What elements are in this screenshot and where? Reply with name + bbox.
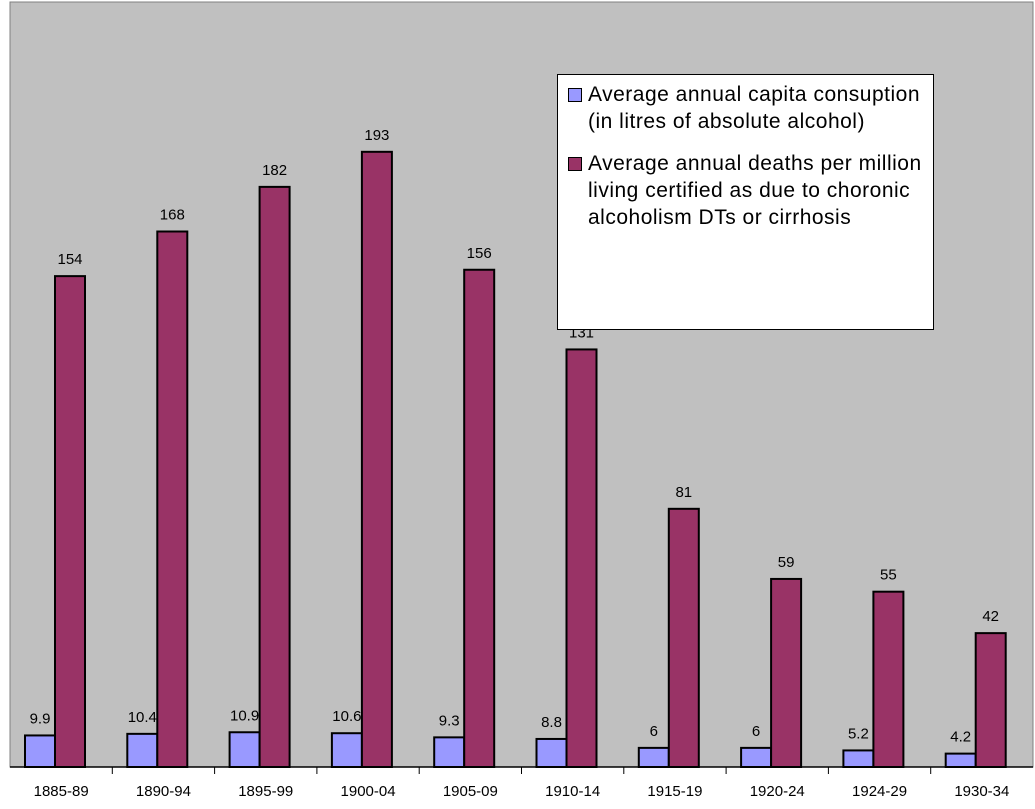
- data-label-consumption: 10.6: [332, 708, 361, 725]
- bar-deaths: [872, 590, 905, 768]
- x-tick-label: 1890-94: [136, 783, 191, 800]
- data-label-deaths: 55: [880, 567, 897, 584]
- data-label-consumption: 9.9: [30, 710, 51, 727]
- legend-swatch-consumption: [568, 88, 582, 102]
- data-label-consumption: 6: [650, 723, 658, 740]
- bar-deaths: [360, 150, 393, 768]
- bar-consumption: [228, 731, 261, 768]
- bar-consumption: [637, 746, 670, 768]
- legend: Average annual capita consuption (in lit…: [557, 74, 934, 330]
- x-tick-label: 1905-09: [443, 783, 498, 800]
- bar-consumption: [330, 732, 363, 769]
- data-label-consumption: 5.2: [848, 725, 869, 742]
- data-label-consumption: 4.2: [950, 729, 971, 746]
- bar-deaths: [54, 275, 86, 768]
- bar-deaths: [974, 632, 1007, 768]
- bar-deaths: [156, 230, 189, 768]
- x-tick-label: 1924-29: [852, 783, 907, 800]
- x-tick-label: 1920-24: [750, 783, 805, 800]
- data-label-consumption: 10.9: [230, 707, 259, 724]
- x-tick-label: 1915-19: [647, 783, 702, 800]
- bar-deaths: [463, 268, 496, 768]
- bar-consumption: [944, 752, 977, 768]
- data-label-consumption: 9.3: [439, 712, 460, 729]
- data-label-consumption: 10.4: [128, 709, 157, 726]
- data-label-deaths: 42: [982, 608, 999, 625]
- data-label-deaths: 182: [262, 162, 287, 179]
- data-label-deaths: 168: [160, 207, 185, 224]
- x-tick-label: 1885-89: [34, 783, 89, 800]
- x-tick-label: 1900-04: [341, 783, 396, 800]
- bar-consumption: [433, 736, 466, 769]
- x-tick-label: 1895-99: [238, 783, 293, 800]
- data-label-consumption: 8.8: [541, 714, 562, 731]
- legend-label-consumption: Average annual capita consuption (in lit…: [588, 83, 921, 133]
- bar-deaths: [258, 185, 291, 768]
- bar-consumption: [535, 737, 568, 769]
- legend-entry-deaths: Average annual deaths per million living…: [564, 150, 927, 231]
- legend-swatch-deaths: [568, 157, 582, 171]
- data-label-deaths: 154: [57, 251, 82, 268]
- bar-deaths: [667, 507, 700, 768]
- x-tick-label: 1910-14: [545, 783, 600, 800]
- bar-consumption: [842, 749, 875, 768]
- bar-consumption: [740, 746, 773, 768]
- data-label-deaths: 193: [364, 127, 389, 144]
- legend-label-deaths: Average annual deaths per million living…: [588, 152, 922, 229]
- data-label-deaths: 81: [675, 484, 692, 501]
- bar-consumption: [24, 734, 56, 768]
- bar-deaths: [770, 577, 803, 768]
- bar-consumption: [126, 732, 159, 768]
- data-label-consumption: 6: [752, 723, 760, 740]
- legend-entry-consumption: Average annual capita consuption (in lit…: [564, 81, 927, 135]
- x-tick-label: 1930-34: [954, 783, 1009, 800]
- bar-deaths: [565, 348, 598, 768]
- data-label-deaths: 59: [778, 554, 795, 571]
- data-label-deaths: 156: [467, 245, 492, 262]
